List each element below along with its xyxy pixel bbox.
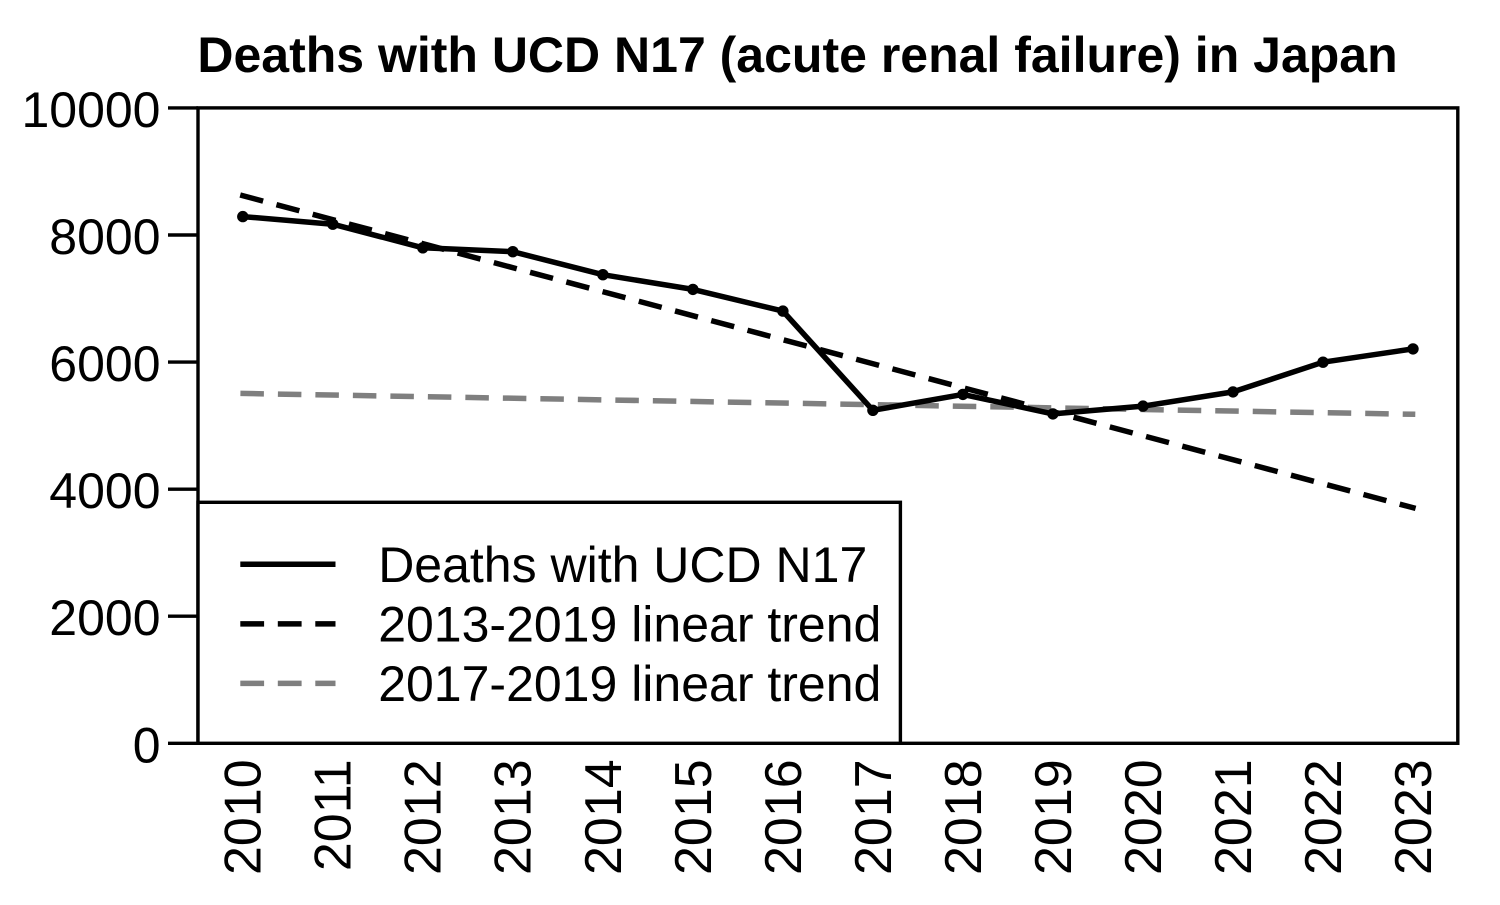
svg-text:2015: 2015 (665, 759, 723, 875)
svg-text:2000: 2000 (49, 590, 160, 646)
svg-text:2014: 2014 (575, 759, 633, 875)
svg-text:2013: 2013 (485, 759, 543, 875)
svg-text:6000: 6000 (49, 336, 160, 392)
svg-text:2020: 2020 (1115, 759, 1173, 875)
svg-text:2017: 2017 (845, 759, 903, 875)
svg-text:2012: 2012 (395, 759, 453, 875)
svg-text:2022: 2022 (1295, 759, 1353, 875)
svg-text:Deaths with UCD N17: Deaths with UCD N17 (378, 537, 867, 593)
svg-text:10000: 10000 (21, 82, 160, 138)
svg-text:2016: 2016 (755, 759, 813, 875)
svg-text:2013-2019 linear trend: 2013-2019 linear trend (378, 596, 881, 652)
svg-text:8000: 8000 (49, 209, 160, 265)
svg-text:0: 0 (133, 717, 161, 773)
svg-text:2019: 2019 (1025, 759, 1083, 875)
svg-text:2010: 2010 (215, 759, 273, 875)
svg-text:2017-2019 linear trend: 2017-2019 linear trend (378, 656, 881, 712)
svg-text:2018: 2018 (935, 759, 993, 875)
svg-text:2021: 2021 (1205, 759, 1263, 875)
svg-text:4000: 4000 (49, 463, 160, 519)
svg-text:Deaths with UCD N17 (acute ren: Deaths with UCD N17 (acute renal failure… (197, 27, 1397, 83)
svg-text:2023: 2023 (1385, 759, 1443, 875)
svg-text:2011: 2011 (305, 759, 363, 871)
